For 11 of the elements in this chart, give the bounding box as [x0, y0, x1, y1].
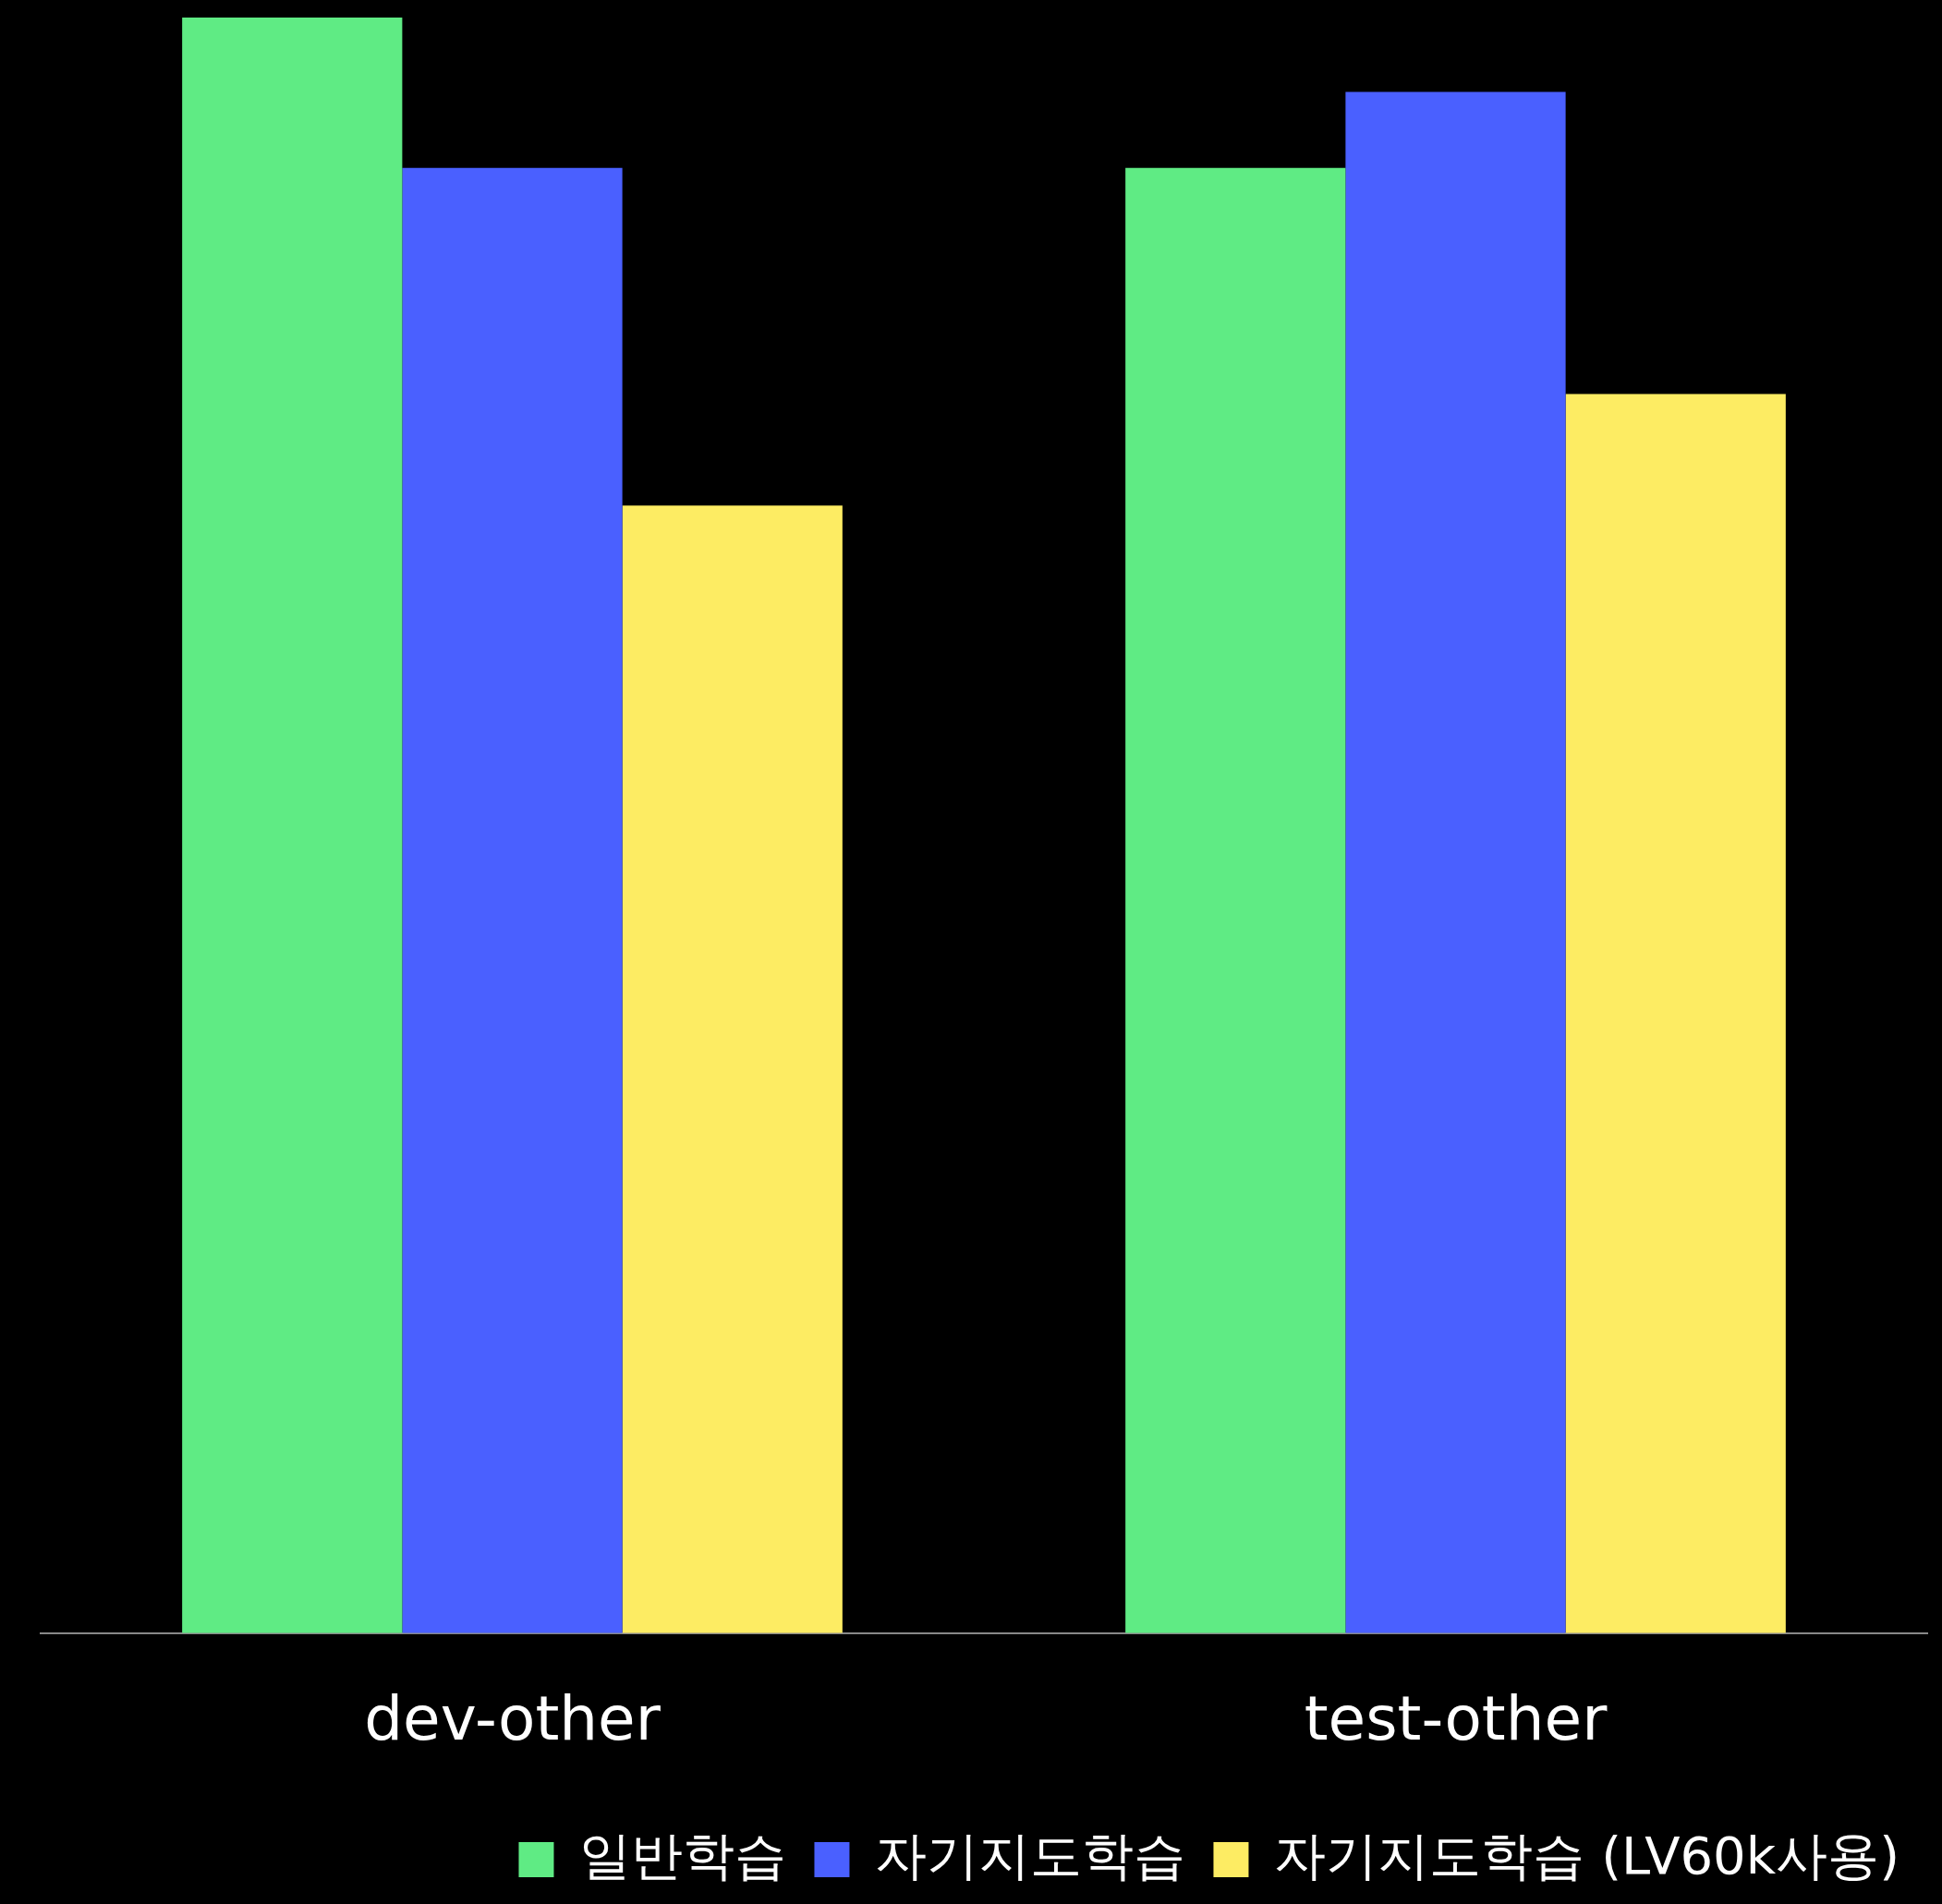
legend-label: 일반학습 — [579, 1825, 787, 1886]
bar — [622, 505, 843, 1633]
bar — [1565, 394, 1786, 1633]
bar — [1345, 91, 1566, 1633]
bar — [402, 167, 623, 1633]
bar — [1125, 167, 1346, 1633]
x-tick-label: dev-other — [364, 1682, 661, 1754]
bar — [182, 18, 403, 1633]
x-tick-label: test-other — [1304, 1682, 1608, 1754]
legend-label: 자기지도학습 — [875, 1825, 1186, 1886]
legend-label: 자기지도학습 (LV60k사용) — [1274, 1825, 1900, 1886]
